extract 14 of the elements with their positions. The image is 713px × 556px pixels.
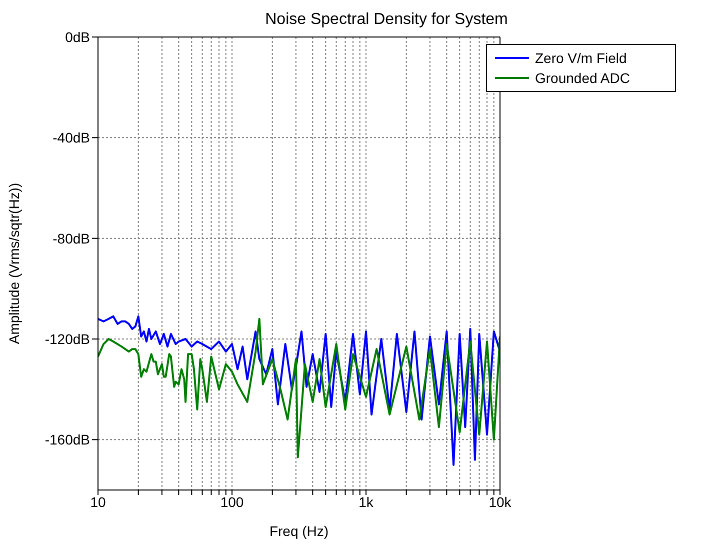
y-tick-label: -80dB [52,230,90,246]
legend-label: Zero V/m Field [535,50,627,66]
x-tick-label: 10 [90,494,106,510]
x-tick-label: 10k [488,494,512,510]
x-tick-label: 100 [220,494,244,510]
x-tick-label: 1k [358,494,374,510]
y-tick-label: -120dB [44,330,90,347]
legend-label: Grounded ADC [535,70,630,86]
y-tick-label: 0dB [65,28,90,45]
y-tick-label: -160dB [44,432,90,448]
chart-title: Noise Spectral Density for System [265,11,508,28]
y-axis-title: Amplitude (Vrms/sqtr(Hz)) [6,182,22,344]
x-axis-title: Freq (Hz) [269,523,329,539]
y-tick-label: -40dB [52,130,90,146]
